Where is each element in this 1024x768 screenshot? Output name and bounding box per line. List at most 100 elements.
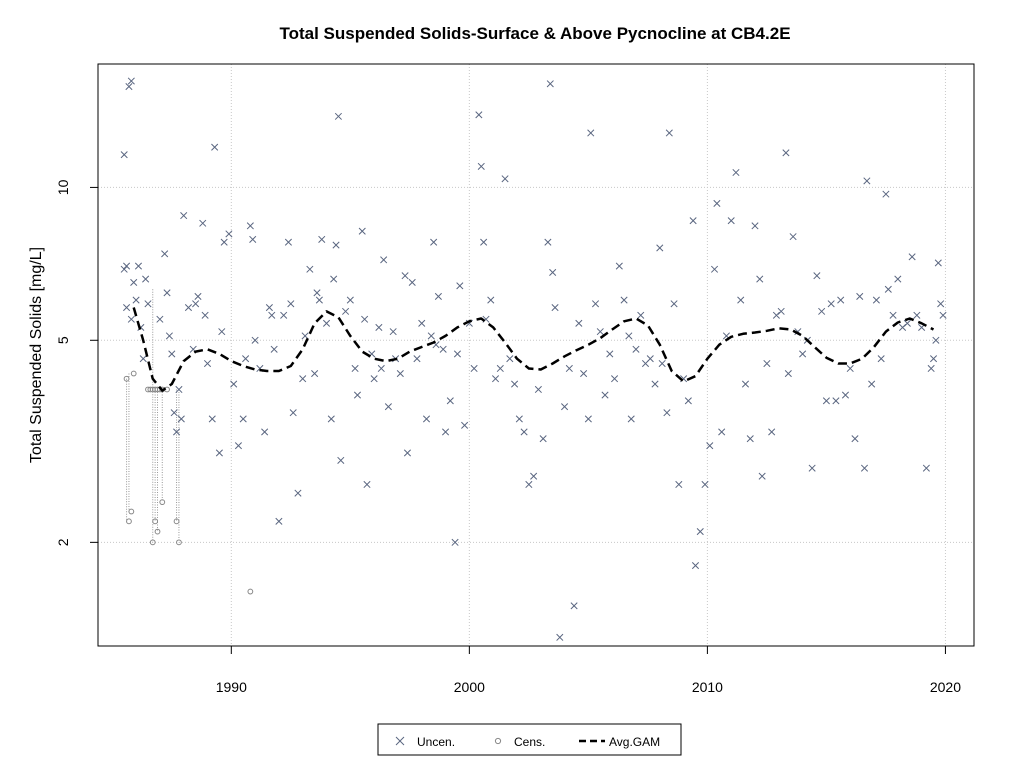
- uncen-point: [939, 311, 947, 319]
- x-tick-label: 2000: [454, 679, 485, 695]
- uncen-point: [632, 345, 640, 353]
- uncen-point: [710, 265, 719, 273]
- uncen-point: [691, 562, 700, 570]
- x-tick-label: 1990: [216, 679, 247, 695]
- uncen-point: [301, 332, 309, 340]
- uncen-point: [408, 278, 416, 286]
- uncen-point: [584, 415, 592, 423]
- cens-point: [126, 518, 132, 525]
- uncen-point: [922, 464, 930, 472]
- gam-curve: [132, 307, 935, 392]
- uncen-point: [689, 217, 697, 225]
- uncen-point: [782, 149, 790, 157]
- uncen-point: [215, 449, 223, 457]
- uncen-point: [142, 275, 150, 283]
- uncen-point: [125, 82, 133, 91]
- uncen-point: [758, 472, 766, 480]
- uncen-point: [646, 355, 654, 363]
- uncen-point: [908, 253, 916, 261]
- uncen-point: [882, 190, 890, 198]
- uncen-point: [287, 300, 295, 308]
- cens-point: [159, 499, 166, 506]
- uncen-point: [327, 415, 335, 423]
- y-axis: 2 5 10: [55, 179, 98, 546]
- uncen-point: [139, 355, 147, 363]
- uncen-point: [727, 217, 735, 225]
- uncen-point: [470, 364, 478, 373]
- uncen-point: [434, 292, 442, 300]
- uncen-point: [332, 241, 340, 249]
- gam-line: [132, 307, 935, 392]
- uncen-point: [211, 143, 219, 151]
- uncen-point: [799, 350, 807, 358]
- uncen-point: [903, 319, 911, 327]
- y-tick-label: 2: [55, 538, 71, 546]
- legend-uncen-label: Uncen.: [417, 735, 455, 749]
- uncen-point: [860, 464, 869, 472]
- uncen-point: [168, 350, 176, 358]
- uncen-point: [173, 428, 181, 436]
- uncen-point: [127, 315, 135, 323]
- uncen-point: [627, 415, 635, 423]
- uncen-point: [506, 355, 514, 363]
- uncen-point: [651, 380, 659, 388]
- cens-point: [247, 588, 254, 595]
- uncen-point: [868, 380, 876, 388]
- y-axis-label: Total Suspended Solids [mg/L]: [28, 247, 45, 463]
- uncen-point: [268, 311, 276, 319]
- uncen-point: [530, 472, 538, 480]
- uncen-point: [403, 449, 412, 457]
- uncen-point: [477, 162, 485, 170]
- uncen-point: [846, 364, 854, 373]
- uncen-point: [261, 428, 269, 436]
- y-tick-label: 10: [55, 179, 71, 195]
- uncen-point: [430, 238, 438, 246]
- uncen-point: [180, 212, 188, 220]
- uncen-point: [515, 415, 523, 423]
- uncen-point: [546, 80, 554, 88]
- uncen-point: [877, 355, 885, 363]
- uncen-point: [265, 303, 273, 312]
- uncen-point: [313, 289, 321, 297]
- uncen-point: [249, 235, 257, 243]
- uncen-point: [199, 219, 207, 227]
- uncen-point: [334, 112, 342, 120]
- uncen-point: [580, 369, 588, 378]
- uncen-point: [768, 428, 776, 436]
- uncen-point: [863, 177, 871, 185]
- uncen-point: [439, 345, 447, 353]
- uncen-point: [496, 364, 504, 373]
- legend-box: [377, 723, 682, 756]
- uncen-point: [818, 307, 826, 315]
- uncen-point: [575, 319, 583, 327]
- uncen-point: [246, 222, 254, 230]
- uncen-point: [718, 428, 726, 436]
- uncen-point: [351, 364, 359, 373]
- x-axis: 1990 2000 2010 2020: [216, 646, 961, 695]
- uncen-point: [315, 296, 323, 304]
- uncen-point: [656, 244, 664, 252]
- uncen-point: [763, 359, 771, 368]
- legend-gam-label: Avg.GAM: [609, 735, 660, 749]
- legend-uncen-icon: [395, 736, 405, 746]
- uncen-point: [201, 311, 209, 319]
- uncen-point: [587, 129, 595, 137]
- uncen-point: [637, 311, 645, 319]
- uncen-point: [611, 375, 619, 383]
- uncen-point: [675, 480, 683, 489]
- uncen-point: [170, 409, 178, 417]
- uncen-point: [615, 262, 623, 270]
- uncen-point: [746, 435, 754, 443]
- uncen-point: [772, 311, 780, 319]
- uncen-point: [601, 391, 609, 399]
- uncen-point: [929, 355, 938, 363]
- uncen-point: [294, 489, 302, 497]
- uncen-point: [684, 397, 692, 405]
- uncen-point: [184, 303, 193, 312]
- uncen-point: [175, 385, 183, 394]
- uncen-point: [363, 480, 371, 489]
- plot-frame: [97, 63, 975, 647]
- uncen-point: [827, 300, 835, 308]
- uncen-point: [342, 307, 350, 315]
- uncen-point: [280, 311, 288, 319]
